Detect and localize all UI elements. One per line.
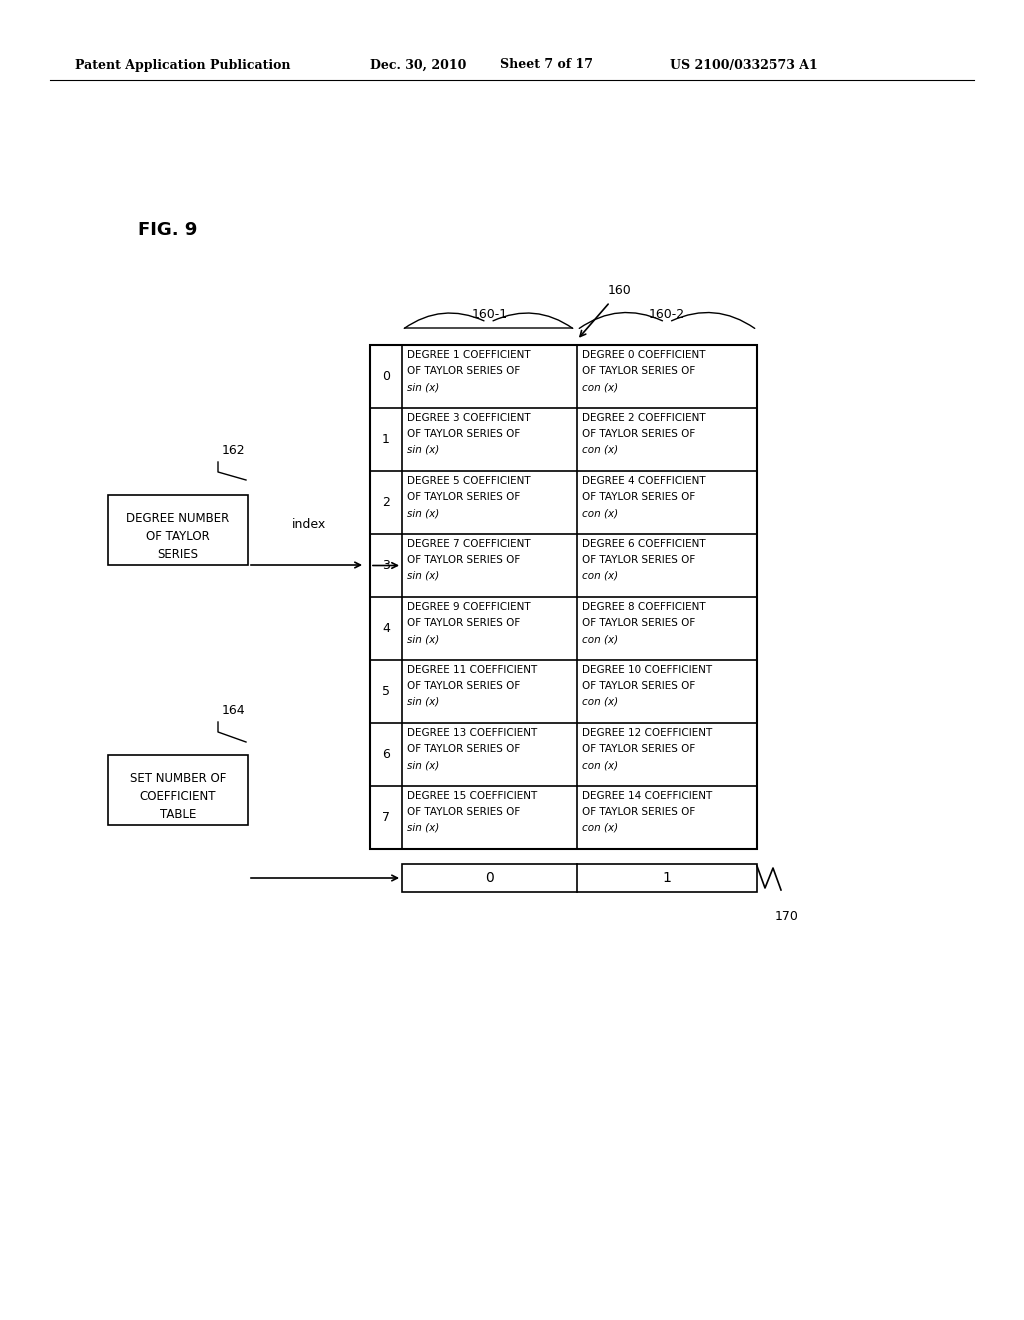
Text: 0: 0 [382,370,390,383]
Text: 164: 164 [221,704,245,717]
Text: OF TAYLOR SERIES OF: OF TAYLOR SERIES OF [407,681,520,690]
Text: US 2100/0332573 A1: US 2100/0332573 A1 [670,58,818,71]
Text: 170: 170 [775,911,799,924]
Text: DEGREE 5 COEFFICIENT: DEGREE 5 COEFFICIENT [407,477,530,486]
Text: index: index [292,519,326,532]
Text: TABLE: TABLE [160,808,197,821]
Text: sin (x): sin (x) [407,572,439,581]
Text: OF TAYLOR SERIES OF: OF TAYLOR SERIES OF [407,429,520,440]
Text: DEGREE 12 COEFFICIENT: DEGREE 12 COEFFICIENT [582,729,713,738]
Text: FIG. 9: FIG. 9 [138,220,198,239]
Text: 5: 5 [382,685,390,698]
Text: SERIES: SERIES [158,548,199,561]
Text: OF TAYLOR SERIES OF: OF TAYLOR SERIES OF [582,554,695,565]
Text: con (x): con (x) [582,697,618,708]
Bar [402,865,757,892]
Text: DEGREE 14 COEFFICIENT: DEGREE 14 COEFFICIENT [582,791,713,801]
Text: OF TAYLOR SERIES OF: OF TAYLOR SERIES OF [407,492,520,502]
Text: OF TAYLOR SERIES OF: OF TAYLOR SERIES OF [582,366,695,376]
Text: Patent Application Publication: Patent Application Publication [75,58,291,71]
Text: Dec. 30, 2010: Dec. 30, 2010 [370,58,466,71]
Text: OF TAYLOR SERIES OF: OF TAYLOR SERIES OF [582,618,695,628]
Text: Sheet 7 of 17: Sheet 7 of 17 [500,58,593,71]
Text: OF TAYLOR SERIES OF: OF TAYLOR SERIES OF [582,744,695,754]
Text: con (x): con (x) [582,381,618,392]
Text: con (x): con (x) [582,634,618,644]
Text: 7: 7 [382,810,390,824]
Text: OF TAYLOR SERIES OF: OF TAYLOR SERIES OF [407,744,520,754]
Text: DEGREE 2 COEFFICIENT: DEGREE 2 COEFFICIENT [582,413,706,422]
Text: con (x): con (x) [582,760,618,770]
Text: DEGREE 15 COEFFICIENT: DEGREE 15 COEFFICIENT [407,791,538,801]
Text: sin (x): sin (x) [407,760,439,770]
Text: sin (x): sin (x) [407,634,439,644]
Text: DEGREE 13 COEFFICIENT: DEGREE 13 COEFFICIENT [407,729,538,738]
Text: OF TAYLOR SERIES OF: OF TAYLOR SERIES OF [582,681,695,690]
Text: 160-2: 160-2 [649,309,685,322]
Text: con (x): con (x) [582,572,618,581]
Text: SET NUMBER OF: SET NUMBER OF [130,771,226,784]
Bar [108,495,248,565]
Text: DEGREE 0 COEFFICIENT: DEGREE 0 COEFFICIENT [582,350,706,360]
Text: sin (x): sin (x) [407,697,439,708]
Text: 3: 3 [382,558,390,572]
Text: 2: 2 [382,496,390,510]
Text: con (x): con (x) [582,822,618,833]
Text: 6: 6 [382,748,390,762]
Text: sin (x): sin (x) [407,822,439,833]
Bar [108,755,248,825]
Text: DEGREE 10 COEFFICIENT: DEGREE 10 COEFFICIENT [582,665,712,675]
Text: DEGREE 1 COEFFICIENT: DEGREE 1 COEFFICIENT [407,350,530,360]
Text: OF TAYLOR SERIES OF: OF TAYLOR SERIES OF [582,492,695,502]
Text: 1: 1 [382,433,390,446]
Text: 160: 160 [608,284,632,297]
Text: 0: 0 [485,871,494,884]
Text: sin (x): sin (x) [407,445,439,455]
Text: DEGREE 7 COEFFICIENT: DEGREE 7 COEFFICIENT [407,539,530,549]
Text: OF TAYLOR SERIES OF: OF TAYLOR SERIES OF [407,618,520,628]
Text: OF TAYLOR SERIES OF: OF TAYLOR SERIES OF [407,807,520,817]
Text: DEGREE NUMBER: DEGREE NUMBER [126,511,229,524]
Text: OF TAYLOR: OF TAYLOR [146,529,210,543]
Text: DEGREE 11 COEFFICIENT: DEGREE 11 COEFFICIENT [407,665,538,675]
Text: OF TAYLOR SERIES OF: OF TAYLOR SERIES OF [582,807,695,817]
Text: OF TAYLOR SERIES OF: OF TAYLOR SERIES OF [407,554,520,565]
Text: DEGREE 8 COEFFICIENT: DEGREE 8 COEFFICIENT [582,602,706,612]
Text: con (x): con (x) [582,508,618,517]
Text: 1: 1 [663,871,672,884]
Text: 162: 162 [221,444,245,457]
Text: OF TAYLOR SERIES OF: OF TAYLOR SERIES OF [407,366,520,376]
Text: 4: 4 [382,622,390,635]
Text: OF TAYLOR SERIES OF: OF TAYLOR SERIES OF [582,429,695,440]
Text: DEGREE 3 COEFFICIENT: DEGREE 3 COEFFICIENT [407,413,530,422]
Text: DEGREE 4 COEFFICIENT: DEGREE 4 COEFFICIENT [582,477,706,486]
Text: sin (x): sin (x) [407,508,439,517]
Bar [370,345,757,849]
Text: DEGREE 6 COEFFICIENT: DEGREE 6 COEFFICIENT [582,539,706,549]
Text: 160-1: 160-1 [471,309,508,322]
Text: con (x): con (x) [582,445,618,455]
Text: sin (x): sin (x) [407,381,439,392]
Text: COEFFICIENT: COEFFICIENT [139,789,216,803]
Text: DEGREE 9 COEFFICIENT: DEGREE 9 COEFFICIENT [407,602,530,612]
